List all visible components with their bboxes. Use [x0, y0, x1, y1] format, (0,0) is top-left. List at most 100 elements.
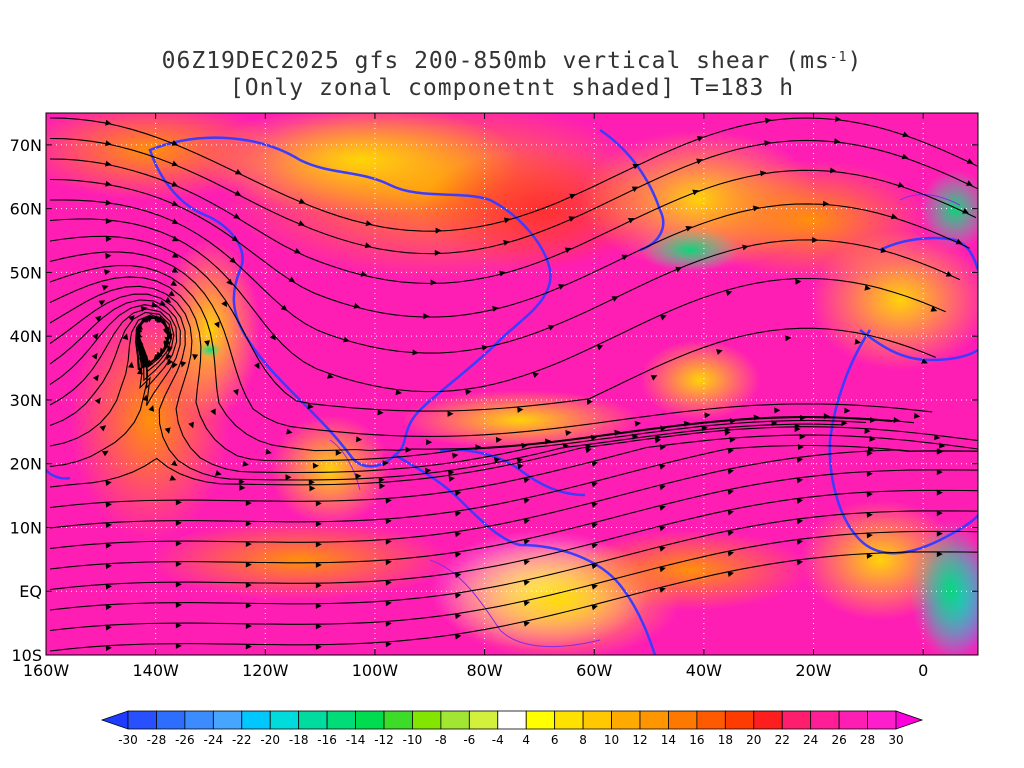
streamline-arrowhead	[631, 186, 639, 192]
streamline	[49, 158, 977, 285]
colorbar-swatch	[127, 710, 157, 730]
streamline-arrowhead	[834, 116, 842, 122]
streamline-arrowhead	[454, 490, 462, 497]
streamline-arrowhead	[412, 349, 419, 356]
colorbar-swatch	[582, 710, 612, 730]
streamline-arrowhead	[945, 271, 953, 277]
streamline-arrowhead	[377, 409, 384, 416]
streamline-arrowhead	[966, 158, 974, 164]
lon-tick-label: 160W	[23, 661, 70, 680]
chart-title-line-2: [Only zonal componetnt shaded] T=183 h	[229, 75, 795, 101]
streamline-arrowhead	[312, 462, 319, 469]
streamline-arrowhead	[591, 461, 598, 467]
streamline-arrowhead	[105, 542, 112, 549]
streamline-arrowhead	[245, 643, 252, 650]
streamline-arrowhead	[729, 418, 737, 424]
streamline-arrowhead	[171, 181, 179, 187]
colorbar-swatch	[753, 710, 783, 730]
colorbar: -30 -28 -26 -24 -22 -20 -18 -16 -14 -12 -10 -8 -6 -4 4…	[100, 710, 924, 747]
lat-tick-label: 70N	[10, 136, 42, 155]
streamline-arrowhead	[794, 426, 801, 433]
streamline-arrowhead	[105, 180, 112, 187]
streamline	[49, 137, 978, 255]
streamline-arrowhead	[596, 345, 604, 351]
streamline-arrowhead	[454, 551, 462, 558]
shade-yellow-gulf-band	[400, 390, 640, 450]
streamline-arrowhead	[659, 444, 667, 451]
streamline-arrowhead	[105, 235, 112, 242]
colorbar-swatch	[781, 710, 812, 730]
streamline-arrowhead	[163, 341, 170, 348]
lat-tick-label: 30N	[10, 391, 42, 410]
streamline-arrowhead	[294, 248, 301, 254]
colorbar-swatch	[838, 710, 868, 730]
streamline-arrowhead	[729, 436, 736, 443]
streamline-arrowhead	[660, 425, 667, 432]
streamline-arrowhead	[144, 360, 151, 367]
streamline-arrowhead	[175, 622, 182, 629]
streamline-arrowhead	[727, 550, 734, 557]
streamline-arrowhead	[175, 499, 182, 506]
streamline-arrowhead	[288, 276, 296, 283]
streamline-arrowhead	[866, 552, 873, 559]
streamline-arrowhead	[795, 278, 802, 285]
streamline-arrowhead	[634, 420, 642, 427]
streamline	[49, 264, 915, 452]
streamline-arrowhead	[245, 500, 252, 506]
streamline-arrowhead	[242, 460, 249, 467]
streamline-arrowhead	[727, 509, 734, 516]
streamline-arrowhead	[105, 218, 112, 224]
colorbar-swatch	[440, 710, 470, 730]
streamline-arrowhead	[590, 434, 598, 441]
colorbar-swatch	[867, 710, 897, 730]
streamline-arrowhead	[523, 579, 530, 586]
streamline-arrowhead	[175, 560, 182, 567]
streamlines	[49, 116, 978, 652]
streamline-arrowhead	[385, 620, 392, 627]
streamline-arrowhead	[869, 417, 876, 423]
streamline	[49, 426, 978, 488]
streamline-arrowhead	[365, 220, 373, 227]
streamline-arrowhead	[866, 450, 873, 457]
streamline-arrowhead	[335, 449, 342, 456]
streamline-arrowhead	[650, 375, 658, 381]
longitude-axis: 160W 140W 120W 100W 80W 60W 40W 20W 0	[23, 113, 928, 680]
title-line-1-close: )	[847, 48, 863, 74]
streamline-arrowhead	[591, 563, 598, 570]
colorbar-swatch	[241, 710, 271, 730]
streamline-arrowhead	[659, 546, 666, 552]
streamline-arrowhead	[675, 266, 682, 273]
streamline-arrowhead	[175, 519, 182, 526]
streamline-arrowhead	[523, 559, 530, 566]
streamline-arrowhead	[752, 205, 760, 212]
streamline-arrowhead	[171, 160, 179, 167]
streamline-arrowhead	[454, 510, 462, 517]
streamline-arrowhead	[238, 478, 245, 485]
shade-yellow-atlantic	[640, 340, 760, 420]
streamline-arrowhead	[385, 641, 392, 648]
streamline-arrowhead	[499, 270, 506, 277]
streamline-arrowhead	[517, 406, 524, 413]
streamline-arrowhead	[245, 602, 252, 609]
streamline-arrowhead	[98, 300, 106, 306]
contour-scandinavia	[899, 194, 961, 206]
colorbar-label: 16	[689, 733, 704, 747]
streamline-arrowhead	[175, 642, 182, 649]
streamline-arrowhead	[659, 505, 666, 511]
colorbar-swatch	[639, 710, 669, 730]
streamline-arrowhead	[696, 158, 703, 165]
lon-tick-label: 40W	[686, 661, 722, 680]
streamline-arrowhead	[171, 200, 179, 206]
colorbar-max-triangle	[895, 710, 924, 730]
streamline-arrowhead	[378, 476, 385, 483]
streamline-arrowhead	[379, 483, 386, 490]
shade-green-scandinavia	[920, 170, 978, 250]
streamline-arrowhead	[382, 460, 389, 467]
streamline-arrowhead	[172, 235, 179, 242]
streamline-arrowhead	[569, 193, 576, 200]
streamline-arrowhead	[423, 313, 430, 320]
streamline-arrowhead	[448, 469, 455, 476]
streamline-arrowhead	[492, 306, 499, 312]
colorbar-swatch	[326, 710, 356, 730]
europe-coast	[859, 328, 978, 362]
